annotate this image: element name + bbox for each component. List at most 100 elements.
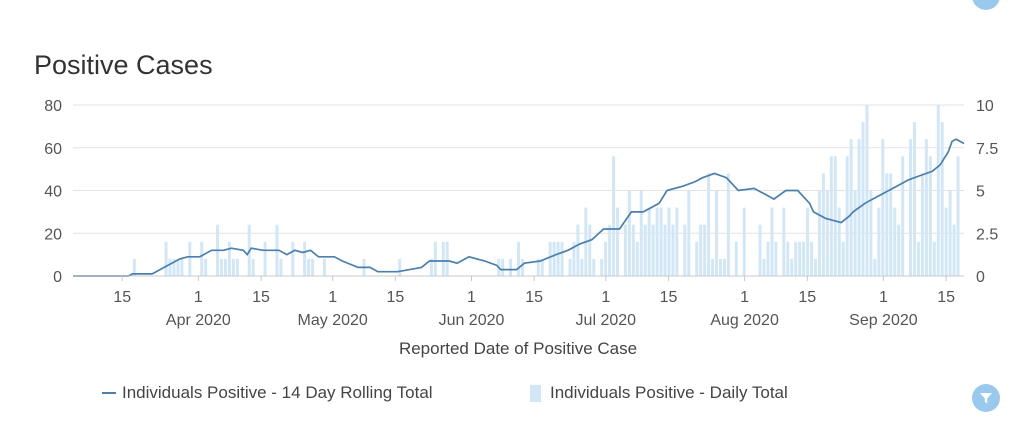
daily-total-bar[interactable] [806, 207, 810, 276]
daily-total-bar[interactable] [322, 258, 326, 276]
daily-total-bar[interactable] [600, 258, 604, 276]
daily-total-bar[interactable] [821, 173, 825, 276]
daily-total-bar[interactable] [291, 241, 295, 276]
daily-total-bar[interactable] [782, 207, 786, 276]
daily-total-bar[interactable] [556, 241, 560, 276]
daily-total-bar[interactable] [762, 258, 766, 276]
daily-total-bar[interactable] [655, 207, 659, 276]
daily-total-bar[interactable] [703, 224, 707, 276]
rolling-total-line[interactable] [73, 138, 965, 277]
legend-item-rolling-total[interactable]: Individuals Positive - 14 Day Rolling To… [102, 383, 433, 403]
daily-total-bar[interactable] [667, 207, 671, 276]
daily-total-bar[interactable] [722, 258, 726, 276]
daily-total-bar[interactable] [897, 224, 901, 276]
daily-total-bar[interactable] [841, 241, 845, 276]
daily-total-bar[interactable] [623, 224, 627, 276]
daily-total-bar[interactable] [303, 241, 307, 276]
daily-total-bar[interactable] [616, 207, 619, 276]
daily-total-bar[interactable] [924, 139, 928, 276]
daily-total-bar[interactable] [734, 241, 738, 276]
daily-total-bar[interactable] [572, 241, 576, 276]
daily-total-bar[interactable] [920, 173, 924, 276]
daily-total-bar[interactable] [687, 190, 691, 277]
daily-total-bar[interactable] [663, 224, 667, 276]
daily-total-bar[interactable] [715, 190, 718, 277]
daily-total-bar[interactable] [944, 207, 948, 276]
daily-total-bar[interactable] [952, 224, 956, 276]
daily-total-bar[interactable] [671, 224, 675, 276]
scroll-top-button[interactable] [972, 0, 1000, 10]
daily-total-bar[interactable] [200, 241, 204, 276]
daily-total-bar[interactable] [501, 258, 505, 276]
daily-total-bar[interactable] [608, 224, 612, 276]
daily-total-bar[interactable] [433, 241, 437, 276]
daily-total-bar[interactable] [881, 139, 885, 276]
daily-total-bar[interactable] [520, 258, 524, 276]
daily-total-bar[interactable] [588, 224, 592, 276]
daily-total-bar[interactable] [833, 156, 837, 276]
daily-total-bar[interactable] [635, 241, 639, 276]
daily-total-bar[interactable] [845, 156, 849, 276]
daily-total-bar[interactable] [766, 241, 770, 276]
daily-total-bar[interactable] [718, 258, 722, 276]
daily-total-bar[interactable] [164, 241, 168, 276]
daily-total-bar[interactable] [940, 122, 944, 276]
daily-total-bar[interactable] [956, 156, 960, 276]
daily-total-bar[interactable] [861, 122, 865, 276]
daily-total-bar[interactable] [774, 241, 778, 276]
daily-total-bar[interactable] [188, 241, 192, 276]
filter-button[interactable] [972, 384, 1000, 412]
daily-total-bar[interactable] [639, 190, 643, 277]
daily-total-bar[interactable] [810, 241, 814, 276]
daily-total-bar[interactable] [235, 258, 239, 276]
daily-total-bar[interactable] [263, 241, 267, 276]
daily-total-bar[interactable] [251, 258, 255, 276]
daily-total-bar[interactable] [580, 258, 584, 276]
daily-total-bar[interactable] [794, 241, 798, 276]
daily-total-bar[interactable] [560, 241, 564, 276]
daily-total-bar[interactable] [869, 190, 873, 277]
daily-total-bar[interactable] [889, 173, 893, 276]
daily-total-bar[interactable] [311, 258, 315, 276]
daily-total-bar[interactable] [568, 258, 572, 276]
daily-total-bar[interactable] [909, 139, 913, 276]
daily-total-bar[interactable] [604, 241, 608, 276]
daily-total-bar[interactable] [220, 258, 223, 276]
daily-total-bar[interactable] [441, 241, 445, 276]
daily-total-bars[interactable] [132, 105, 960, 277]
daily-total-bar[interactable] [849, 139, 853, 276]
daily-total-bar[interactable] [837, 207, 841, 276]
daily-total-bar[interactable] [172, 258, 176, 276]
daily-total-bar[interactable] [786, 241, 790, 276]
daily-total-bar[interactable] [398, 258, 402, 276]
daily-total-bar[interactable] [540, 258, 544, 276]
daily-total-bar[interactable] [885, 173, 889, 276]
daily-total-bar[interactable] [695, 241, 699, 276]
daily-total-bar[interactable] [445, 241, 449, 276]
daily-total-bar[interactable] [865, 105, 869, 276]
daily-total-bar[interactable] [643, 224, 647, 276]
daily-total-bar[interactable] [829, 156, 833, 276]
daily-total-bar[interactable] [548, 241, 552, 276]
daily-total-bar[interactable] [873, 258, 877, 276]
legend-item-daily-total[interactable]: Individuals Positive - Daily Total [530, 383, 788, 403]
daily-total-bar[interactable] [223, 258, 227, 276]
daily-total-bar[interactable] [509, 258, 513, 276]
daily-total-bar[interactable] [770, 207, 774, 276]
daily-total-bar[interactable] [180, 258, 184, 276]
daily-total-bar[interactable] [279, 258, 283, 276]
daily-total-bar[interactable] [675, 207, 679, 276]
daily-total-bar[interactable] [893, 207, 897, 276]
daily-total-bar[interactable] [790, 258, 794, 276]
daily-total-bar[interactable] [948, 190, 952, 277]
daily-total-bar[interactable] [651, 224, 655, 276]
daily-total-bar[interactable] [711, 258, 715, 276]
daily-total-bar[interactable] [817, 190, 821, 277]
daily-total-bar[interactable] [659, 207, 663, 276]
daily-total-bar[interactable] [742, 207, 746, 276]
daily-total-bar[interactable] [429, 258, 433, 276]
daily-total-bar[interactable] [517, 241, 520, 276]
daily-total-bar[interactable] [552, 241, 556, 276]
daily-total-bar[interactable] [168, 258, 172, 276]
